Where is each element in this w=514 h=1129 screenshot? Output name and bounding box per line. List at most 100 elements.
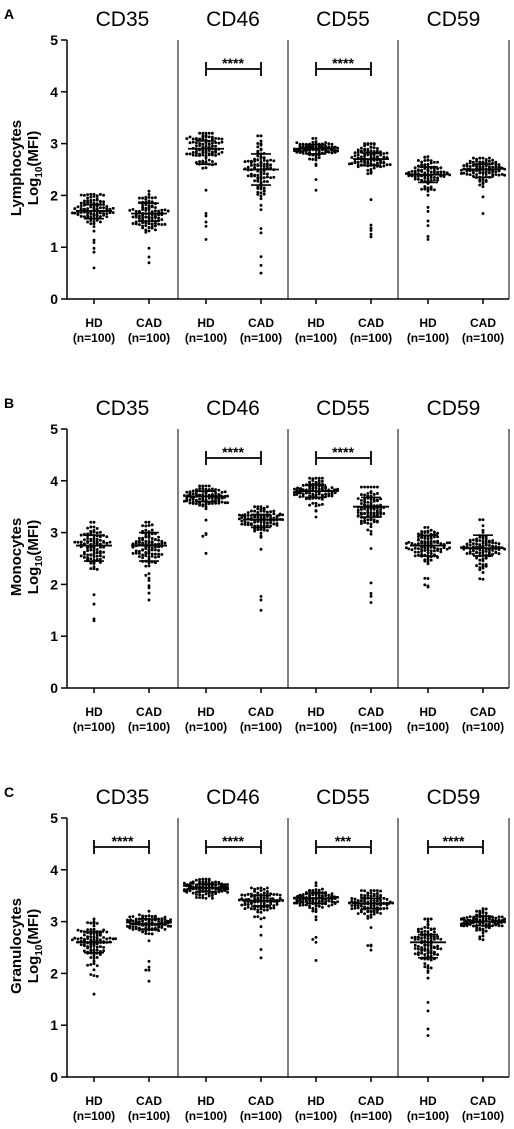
data-point [468, 915, 472, 919]
data-point [481, 907, 485, 911]
data-point [92, 220, 96, 223]
data-point [92, 229, 96, 233]
data-point [292, 896, 296, 900]
data-point [277, 513, 281, 517]
group-n-label: (n=100) [462, 1109, 504, 1123]
data-point [249, 901, 253, 904]
data-point [353, 154, 357, 158]
data-point [191, 489, 195, 493]
data-point [188, 501, 192, 505]
significance-stars: **** [332, 55, 354, 71]
data-point [111, 206, 115, 210]
data-point [259, 933, 263, 937]
data-point [147, 576, 151, 580]
data-point [134, 209, 138, 213]
significance-stars: **** [332, 444, 354, 460]
data-point [314, 476, 318, 480]
data-point [432, 535, 436, 539]
data-point [102, 555, 106, 559]
y-tick-label: 0 [50, 680, 58, 696]
data-point [259, 271, 263, 275]
y-axis-label-log: Log [25, 178, 42, 206]
data-point [366, 891, 370, 895]
data-point [207, 135, 211, 139]
data-point [194, 502, 198, 506]
data-point [372, 520, 376, 524]
data-point [82, 193, 86, 197]
data-point [308, 157, 312, 161]
significance-stars: **** [443, 833, 465, 849]
data-point [269, 510, 273, 514]
data-point [157, 552, 161, 556]
data-point [194, 492, 198, 496]
data-point [439, 166, 443, 170]
group-n-label: (n=100) [185, 720, 227, 734]
data-point [416, 953, 420, 957]
data-point [95, 551, 99, 555]
data-point [478, 179, 482, 183]
data-point [301, 903, 305, 907]
data-point [326, 149, 330, 153]
data-point [423, 925, 427, 929]
data-point [194, 138, 198, 141]
data-point [462, 171, 466, 175]
data-point [134, 215, 138, 219]
data-point [308, 899, 312, 903]
data-point [141, 930, 145, 934]
data-point [317, 156, 321, 160]
data-point [324, 141, 328, 145]
data-point [272, 175, 276, 179]
data-point [147, 591, 151, 595]
data-point [147, 932, 151, 936]
data-point [436, 936, 440, 940]
data-point [223, 490, 227, 494]
data-point [131, 927, 135, 931]
data-point [420, 936, 424, 940]
data-point [105, 212, 109, 216]
data-point [272, 892, 276, 896]
data-point [385, 906, 389, 910]
y-axis-label-line1: Granulocytes [8, 898, 25, 994]
data-point [82, 201, 86, 205]
data-point [432, 530, 436, 534]
data-point [240, 516, 244, 520]
y-tick-label: 3 [50, 914, 58, 930]
data-point [478, 558, 482, 562]
group-label-hd: HD [197, 705, 215, 719]
data-point [207, 502, 211, 506]
data-point [497, 173, 501, 177]
data-point [481, 524, 485, 528]
data-point [481, 156, 485, 160]
data-point [95, 531, 99, 535]
data-point [89, 548, 93, 552]
y-axis-label-log: Log [25, 956, 42, 984]
group-label-cad: CAD [470, 705, 496, 719]
data-point [198, 893, 202, 897]
data-point [350, 162, 354, 165]
data-point [79, 201, 83, 205]
data-point [494, 160, 498, 164]
data-point [439, 170, 443, 174]
data-point [141, 536, 145, 540]
data-point [147, 909, 151, 913]
data-point [214, 880, 218, 884]
y-tick-label: 3 [50, 525, 58, 541]
data-point [95, 213, 99, 217]
data-point [304, 491, 308, 495]
data-point [249, 172, 253, 176]
data-point [262, 901, 266, 905]
data-point [413, 169, 417, 173]
data-point [301, 901, 305, 904]
data-point [372, 904, 376, 907]
group-label-cad: CAD [470, 316, 496, 330]
data-point [330, 151, 334, 155]
data-point [89, 529, 93, 533]
data-point [262, 176, 266, 180]
data-point [92, 525, 96, 529]
y-tick-label: 0 [50, 291, 58, 307]
data-point [459, 172, 463, 175]
data-point [185, 137, 189, 141]
data-point [336, 895, 340, 899]
data-point [353, 906, 357, 910]
data-point [165, 919, 169, 923]
